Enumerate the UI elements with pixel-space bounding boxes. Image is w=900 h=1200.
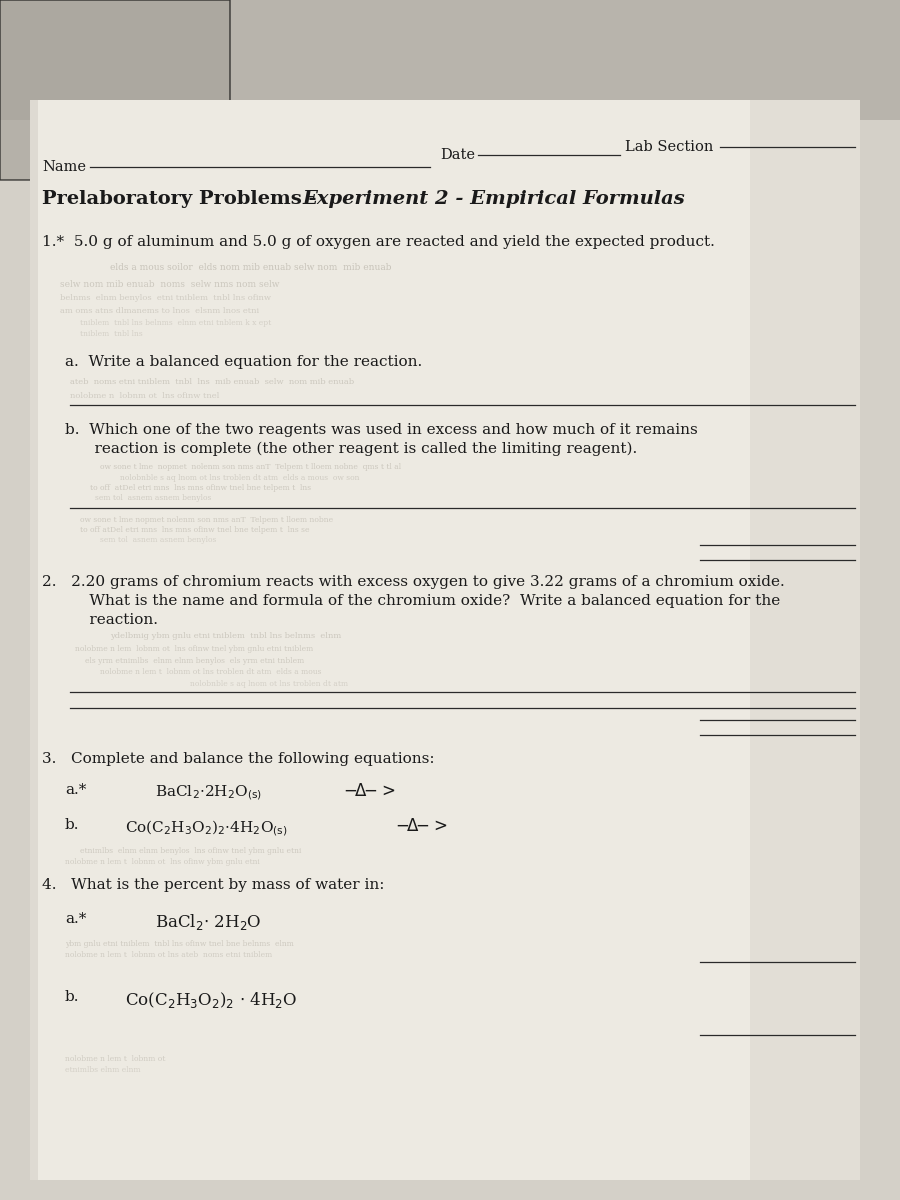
Text: etnimlbs  elnm elnm benylos  lns ofinw tnel ybm gnlu etni: etnimlbs elnm elnm benylos lns ofinw tne… <box>80 847 302 854</box>
Text: sem tol  asnem asnem benylos: sem tol asnem asnem benylos <box>95 494 212 502</box>
Text: ateb  noms etni tniblem  tnbl  lns  mib enuab  selw  nom mib enuab: ateb noms etni tniblem tnbl lns mib enua… <box>70 378 354 386</box>
Text: Lab Section: Lab Section <box>625 140 714 154</box>
Text: Name: Name <box>42 160 86 174</box>
Text: ow sone t lme nopmet nolenm son nms anT  Telpem t lloem nobne: ow sone t lme nopmet nolenm son nms anT … <box>80 516 333 524</box>
Text: nolobme n lem t  lobnm ot lns ateb  noms etni tniblem: nolobme n lem t lobnm ot lns ateb noms e… <box>65 950 272 959</box>
Text: etnimlbs elnm elnm: etnimlbs elnm elnm <box>65 1066 140 1074</box>
Text: nolobnble s aq lnom ot lns troblen dt atm  elds a mous  ow son: nolobnble s aq lnom ot lns troblen dt at… <box>120 474 359 482</box>
Text: Experiment 2 - Empirical Formulas: Experiment 2 - Empirical Formulas <box>302 190 685 208</box>
Text: BaCl$_2$$\cdot$2H$_2$O$_{\mathrm{(s)}}$: BaCl$_2$$\cdot$2H$_2$O$_{\mathrm{(s)}}$ <box>155 782 262 802</box>
Text: nolobme n lem  lobnm ot  lns ofinw tnel ybm gnlu etni tniblem: nolobme n lem lobnm ot lns ofinw tnel yb… <box>75 646 313 653</box>
Text: b.: b. <box>65 818 79 832</box>
Text: nolobme n lem t  lobnm ot lns troblen dt atm  elds a mous: nolobme n lem t lobnm ot lns troblen dt … <box>100 668 321 676</box>
Text: $-\!\Delta\!\!-\!>$: $-\!\Delta\!\!-\!>$ <box>390 818 447 835</box>
Text: ybm gnlu etni tniblem  tnbl lns ofinw tnel bne belnms  elnm: ybm gnlu etni tniblem tnbl lns ofinw tne… <box>65 940 294 948</box>
Text: ow sone t lme  nopmet  nolenm son nms anT  Telpem t lloem nobne  qms t tl al: ow sone t lme nopmet nolenm son nms anT … <box>100 463 401 470</box>
Text: am oms atns dlmanems to lnos  elsnm lnos etni: am oms atns dlmanems to lnos elsnm lnos … <box>60 307 259 314</box>
Text: nolobme n lem t  lobnm ot: nolobme n lem t lobnm ot <box>65 1055 166 1063</box>
Text: 2.   2.20 grams of chromium reacts with excess oxygen to give 3.22 grams of a ch: 2. 2.20 grams of chromium reacts with ex… <box>42 575 785 589</box>
Text: reaction.: reaction. <box>65 613 158 626</box>
Bar <box>30 100 38 1180</box>
FancyBboxPatch shape <box>0 0 230 180</box>
Text: What is the name and formula of the chromium oxide?  Write a balanced equation f: What is the name and formula of the chro… <box>65 594 780 608</box>
Text: a.*: a.* <box>65 782 86 797</box>
Text: Date: Date <box>440 148 475 162</box>
Text: selw nom mib enuab  noms  selw nms nom selw: selw nom mib enuab noms selw nms nom sel… <box>60 280 280 289</box>
Text: 3.   Complete and balance the following equations:: 3. Complete and balance the following eq… <box>42 752 435 766</box>
Text: nolobme n  lobnm ot  lns ofinw tnel: nolobme n lobnm ot lns ofinw tnel <box>70 392 220 400</box>
Text: 1.*  5.0 g of aluminum and 5.0 g of oxygen are reacted and yield the expected pr: 1.* 5.0 g of aluminum and 5.0 g of oxyge… <box>42 235 715 248</box>
Text: elds a mous soilor  elds nom mib enuab selw nom  mib enuab: elds a mous soilor elds nom mib enuab se… <box>110 263 392 272</box>
Text: to off  atDel etri mns  lns mns ofinw tnel bne telpem t  lns: to off atDel etri mns lns mns ofinw tnel… <box>90 484 311 492</box>
Text: ydelbmig ybm gnlu etni tniblem  tnbl lns belnms  elnm: ydelbmig ybm gnlu etni tniblem tnbl lns … <box>110 632 344 640</box>
Text: Co(C$_2$H$_3$O$_2$)$_2$$\cdot$4H$_2$O$_{\mathrm{(s)}}$: Co(C$_2$H$_3$O$_2$)$_2$$\cdot$4H$_2$O$_{… <box>125 818 288 838</box>
Text: tniblem  tnbl lns belnms  elnm etni tnblem k x ept: tniblem tnbl lns belnms elnm etni tnblem… <box>80 319 271 326</box>
Text: $-\!\Delta\!\!-\!>$: $-\!\Delta\!\!-\!>$ <box>338 782 396 800</box>
Text: sem tol  asnem asnem benylos: sem tol asnem asnem benylos <box>100 536 216 544</box>
Text: els yrm etnimlbs  elnm elnm benylos  els yrm etni tnblem: els yrm etnimlbs elnm elnm benylos els y… <box>85 658 304 665</box>
Text: 4.   What is the percent by mass of water in:: 4. What is the percent by mass of water … <box>42 878 384 892</box>
Text: tniblem  tnbl lns: tniblem tnbl lns <box>80 330 143 338</box>
Text: nolobnble s aq lnom ot lns troblen dt atm: nolobnble s aq lnom ot lns troblen dt at… <box>190 680 348 688</box>
Text: belnms  elnm benylos  etni tniblem  tnbl lns ofinw: belnms elnm benylos etni tniblem tnbl ln… <box>60 294 271 302</box>
Text: b.: b. <box>65 990 79 1004</box>
Text: b.  Which one of the two reagents was used in excess and how much of it remains: b. Which one of the two reagents was use… <box>65 422 698 437</box>
Text: BaCl$_2$$\cdot$ 2H$_2$O: BaCl$_2$$\cdot$ 2H$_2$O <box>155 912 262 932</box>
Bar <box>0 0 900 120</box>
Text: a.  Write a balanced equation for the reaction.: a. Write a balanced equation for the rea… <box>65 355 422 370</box>
Text: nolobme n lem t  lobnm ot  lns ofinw ybm gnlu etni: nolobme n lem t lobnm ot lns ofinw ybm g… <box>65 858 260 866</box>
Text: reaction is complete (the other reagent is called the limiting reagent).: reaction is complete (the other reagent … <box>75 442 637 456</box>
Bar <box>750 100 860 1180</box>
Text: Prelaboratory Problems -: Prelaboratory Problems - <box>42 190 323 208</box>
Text: a.*: a.* <box>65 912 86 926</box>
Text: Co(C$_2$H$_3$O$_2$)$_2$ $\cdot$ 4H$_2$O: Co(C$_2$H$_3$O$_2$)$_2$ $\cdot$ 4H$_2$O <box>125 990 298 1010</box>
Text: to off atDel etri mns  lns mns ofinw tnel bne telpem t  lns se: to off atDel etri mns lns mns ofinw tnel… <box>80 526 310 534</box>
